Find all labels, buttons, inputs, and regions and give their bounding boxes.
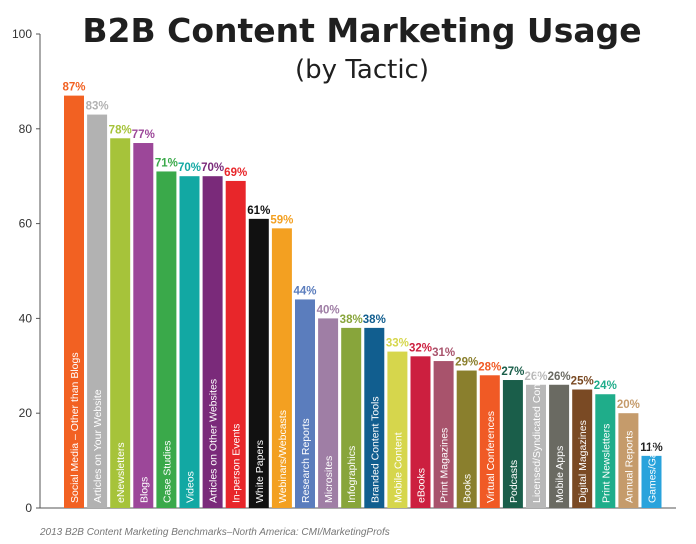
- category-label: eNewsletters: [115, 442, 127, 503]
- bar: [572, 389, 593, 508]
- category-label: In-person Events: [231, 424, 243, 503]
- bar: [271, 228, 292, 508]
- category-label: Social Media – Other than Blogs: [69, 352, 81, 503]
- value-label: 70%: [178, 162, 201, 174]
- bar: [87, 114, 108, 508]
- bar: [502, 380, 523, 508]
- bar: [410, 356, 431, 508]
- bar: [202, 176, 223, 508]
- value-label: 44%: [293, 285, 316, 297]
- bar: [595, 394, 616, 508]
- value-label: 38%: [340, 314, 363, 326]
- value-label: 26%: [548, 371, 571, 383]
- bar: [110, 138, 131, 508]
- category-label: Games/Gamification: [647, 408, 659, 503]
- category-label: Blogs: [138, 477, 150, 503]
- chart-subtitle: (by Tactic): [295, 55, 429, 85]
- category-label: Webinars/Webcasts: [277, 410, 289, 503]
- bar: [641, 455, 662, 508]
- value-label: 87%: [62, 82, 85, 94]
- y-tick-label: 80: [19, 122, 33, 136]
- category-label: Mobile Content: [392, 432, 404, 503]
- value-label: 77%: [132, 129, 155, 141]
- bar: [179, 176, 200, 508]
- bar: [433, 361, 454, 508]
- bar: [225, 180, 246, 508]
- value-label: 71%: [155, 157, 178, 169]
- chart-title: B2B Content Marketing Usage: [82, 11, 641, 50]
- bar: [248, 218, 269, 509]
- category-label: Virtual Conferences: [485, 411, 497, 503]
- y-tick-label: 40: [19, 311, 33, 325]
- bar: [156, 171, 177, 508]
- value-label: 40%: [317, 304, 340, 316]
- category-label: Annual Reports: [623, 431, 635, 503]
- value-label: 59%: [270, 214, 293, 226]
- bar: [133, 143, 154, 508]
- value-label: 78%: [109, 124, 132, 136]
- y-tick-label: 0: [25, 501, 32, 515]
- category-label: eBooks: [416, 468, 428, 503]
- category-label: White Papers: [254, 440, 266, 503]
- y-tick-label: 20: [19, 406, 33, 420]
- bar: [387, 351, 408, 508]
- category-label: Books: [462, 474, 474, 503]
- value-label: 70%: [201, 162, 224, 174]
- bar: [456, 370, 477, 508]
- value-label: 32%: [409, 342, 432, 354]
- category-label: Articles on Other Websites: [208, 379, 220, 503]
- bar: [526, 384, 546, 508]
- value-label: 31%: [432, 347, 455, 359]
- bar: [295, 299, 315, 508]
- value-label: 20%: [617, 399, 640, 411]
- category-label: Digital Magazines: [577, 420, 589, 503]
- value-label: 11%: [640, 442, 662, 454]
- value-label: 69%: [224, 167, 247, 179]
- value-label: 83%: [86, 101, 109, 113]
- bar: [318, 318, 339, 508]
- category-label: Videos: [185, 471, 197, 503]
- category-label: Case Studies: [161, 441, 173, 503]
- bars: 87% Social Media – Other than Blogs 83% Art…: [62, 82, 663, 509]
- category-label: Mobile Apps: [554, 446, 566, 503]
- value-label: 29%: [455, 357, 478, 369]
- category-label: Articles on Your Website: [92, 389, 104, 503]
- category-label: Print Newsletters: [600, 424, 612, 503]
- category-label: Podcasts: [508, 460, 520, 503]
- source-note: 2013 B2B Content Marketing Benchmarks–No…: [40, 527, 390, 538]
- y-tick-label: 100: [12, 27, 32, 41]
- bar: [64, 95, 84, 509]
- category-label: Licensed/Syndicated Content: [531, 366, 543, 503]
- value-label: 33%: [386, 338, 409, 350]
- value-label: 28%: [478, 361, 501, 373]
- category-label: Print Magazines: [439, 428, 451, 503]
- bar: [549, 384, 570, 508]
- y-tick-label: 60: [19, 217, 33, 231]
- bar: [618, 413, 639, 508]
- value-label: 61%: [247, 205, 270, 217]
- category-label: Research Reports: [300, 418, 312, 503]
- bar: [341, 327, 362, 508]
- value-label: 24%: [594, 380, 617, 392]
- bar: [479, 375, 500, 508]
- value-label: 38%: [363, 314, 386, 326]
- category-label: Branded Content Tools: [369, 396, 381, 503]
- y-axis-ticks: 0 20 40 60 80 100: [12, 27, 40, 515]
- category-label: Infographics: [346, 446, 358, 503]
- value-label: 27%: [501, 366, 524, 378]
- category-label: Microsites: [323, 456, 335, 503]
- value-label: 26%: [524, 371, 547, 383]
- value-label: 25%: [571, 376, 594, 388]
- bar: [364, 327, 385, 508]
